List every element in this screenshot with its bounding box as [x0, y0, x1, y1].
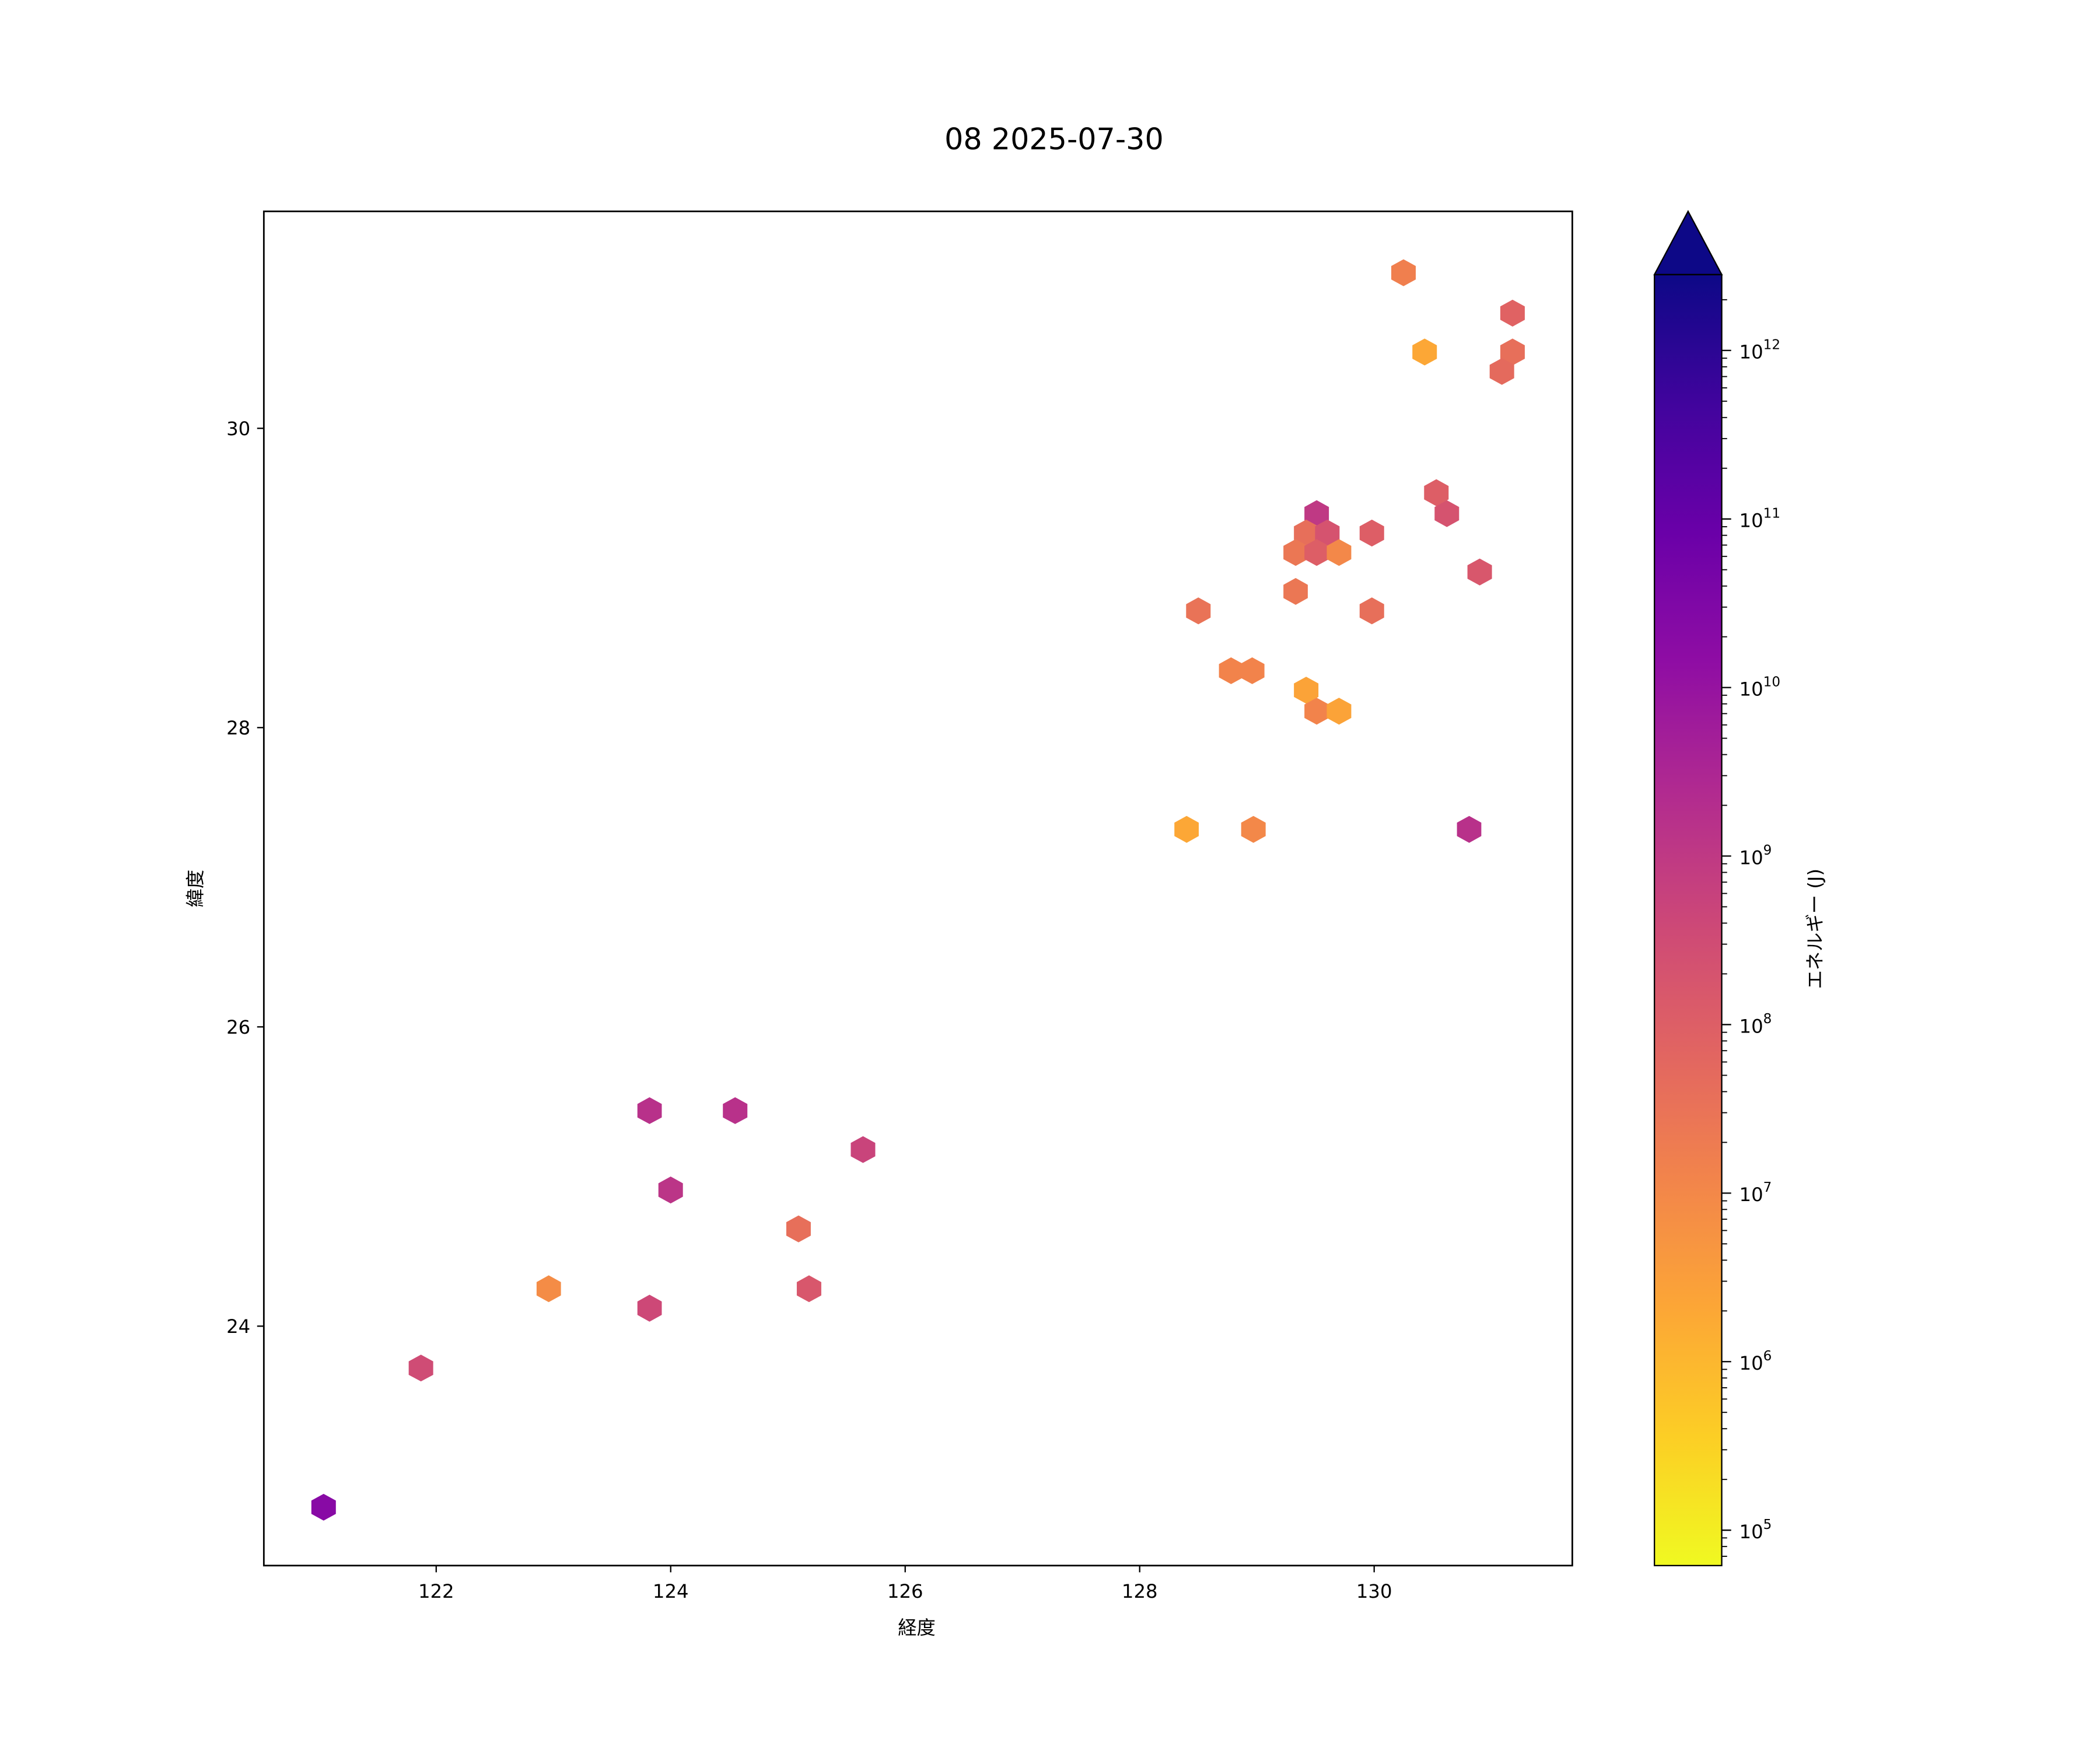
colorbar-frame — [1654, 274, 1723, 1566]
hexbin-cell — [1174, 816, 1199, 843]
hexbin-cells — [311, 259, 1525, 1521]
hexbin-cell — [1186, 597, 1211, 625]
colorbar-tick-label: 107 — [1740, 1180, 1772, 1206]
x-tick-label: 122 — [418, 1580, 454, 1602]
hexbin-cell — [536, 1275, 561, 1303]
hexbin-cell — [1240, 657, 1265, 684]
hexbin-cell — [1500, 299, 1525, 327]
colorbar-extend-arrow — [1653, 209, 1723, 275]
y-axis: 24 26 28 30 — [226, 418, 264, 1338]
hexbin-cell — [1219, 657, 1244, 684]
hexbin-cell — [1412, 338, 1437, 366]
hexbin-cell — [786, 1215, 811, 1242]
colorbar-tick-label: 109 — [1740, 843, 1772, 869]
hexbin-cell — [311, 1493, 336, 1521]
colorbar-ticks: 105 106 107 108 109 1010 1011 1012 — [1721, 299, 1780, 1557]
hexbin-cell — [1359, 519, 1384, 547]
hexbin-cell — [408, 1354, 433, 1382]
colorbar: 105 106 107 108 109 1010 1011 1012 — [1653, 209, 1780, 1566]
colorbar-tick-label: 106 — [1740, 1349, 1772, 1374]
x-axis-label: 経度 — [898, 1617, 936, 1639]
x-tick-label: 128 — [1122, 1580, 1158, 1602]
hexbin-cell — [637, 1294, 662, 1322]
hexbin-cell — [1241, 816, 1266, 843]
x-tick-label: 126 — [887, 1580, 923, 1602]
hexbin-cell — [1489, 358, 1514, 385]
colorbar-tick-label: 105 — [1740, 1517, 1772, 1543]
y-axis-label: 緯度 — [184, 870, 206, 908]
hexbin-cell — [1326, 698, 1352, 725]
hexbin-cell — [1457, 816, 1482, 843]
chart-title: 08 2025-07-30 — [944, 122, 1164, 156]
hexbin-cell — [1424, 479, 1449, 506]
x-tick-label: 124 — [653, 1580, 689, 1602]
hexbin-cell — [1315, 519, 1340, 547]
hexbin-cell — [1283, 578, 1308, 605]
y-tick-label: 24 — [226, 1315, 250, 1338]
y-tick-label: 28 — [226, 717, 250, 739]
hexbin-cell — [1304, 698, 1329, 725]
colorbar-gradient — [1654, 274, 1722, 1566]
hexbin-cell — [1304, 500, 1329, 527]
x-tick-label: 130 — [1356, 1580, 1392, 1602]
hexbin-cell — [850, 1136, 876, 1163]
hexbin-cell — [1304, 539, 1329, 566]
colorbar-label: エネルギー (J) — [1804, 869, 1826, 989]
hexbin-cell — [1283, 539, 1308, 566]
hexbin-cell — [796, 1275, 821, 1303]
hexbin-cell — [1500, 338, 1525, 366]
hexbin-cell — [1294, 519, 1319, 547]
hexbin-cell — [637, 1097, 662, 1124]
hexbin-cell — [1391, 259, 1416, 286]
hexbin-cell — [658, 1176, 683, 1204]
hexbin-cell — [1294, 677, 1319, 704]
hexbin-cell — [1434, 500, 1460, 527]
plot-frame — [262, 210, 1573, 1567]
y-tick-label: 26 — [226, 1016, 250, 1038]
colorbar-tick-label: 108 — [1740, 1012, 1772, 1037]
colorbar-tick-label: 1010 — [1740, 674, 1780, 700]
colorbar-tick-label: 1012 — [1740, 337, 1780, 363]
colorbar-tick-label: 1011 — [1740, 506, 1780, 531]
hexbin-cell — [1467, 558, 1492, 586]
y-tick-label: 30 — [226, 418, 250, 440]
hexbin-cell — [1359, 597, 1384, 625]
hexbin-cell — [1326, 539, 1352, 566]
hexbin-cell — [723, 1097, 748, 1124]
x-axis: 122 124 126 128 130 — [418, 1565, 1392, 1602]
